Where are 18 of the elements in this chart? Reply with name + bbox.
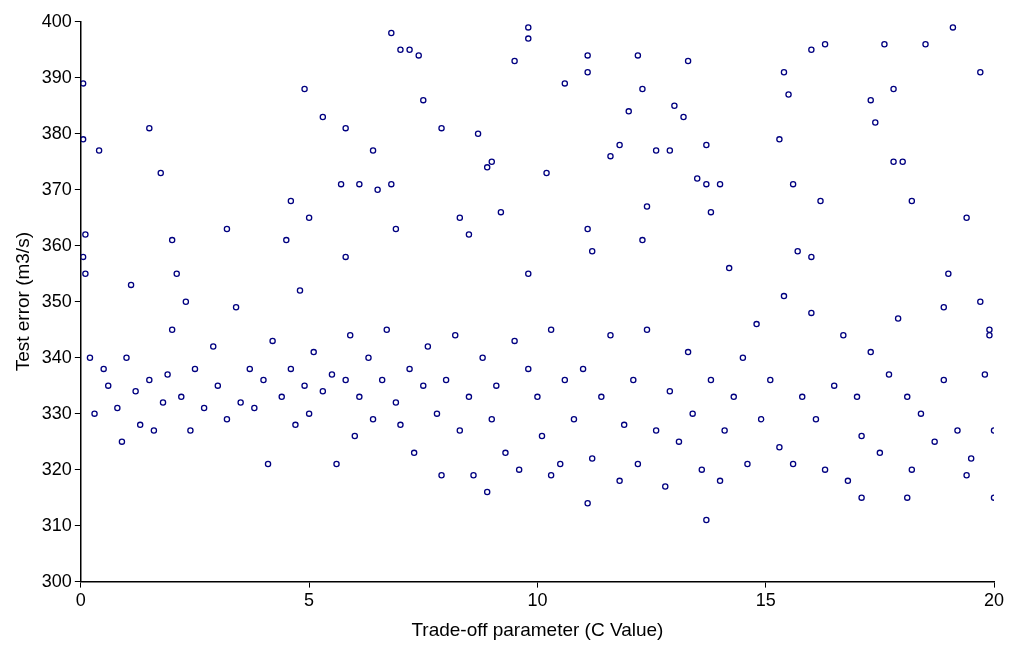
y-tick-label: 390 — [41, 66, 72, 87]
y-axis-title: Test error (m3/s) — [11, 232, 33, 372]
y-tick-label: 310 — [41, 514, 72, 535]
x-tick-label: 15 — [755, 590, 776, 611]
y-tick-label: 320 — [41, 458, 72, 479]
y-tick-label: 380 — [41, 122, 72, 143]
y-tick-label: 350 — [41, 290, 72, 311]
x-tick-label: 0 — [75, 590, 86, 611]
y-tick-label: 300 — [41, 570, 72, 591]
y-tick-label: 340 — [41, 346, 72, 367]
y-tick-label: 400 — [41, 10, 72, 31]
y-tick-label: 330 — [41, 402, 72, 423]
x-tick-label: 20 — [983, 590, 1005, 611]
y-tick-label: 360 — [41, 234, 72, 255]
x-axis-title: Trade-off parameter (C Value) — [411, 618, 664, 640]
y-tick-label: 370 — [41, 178, 72, 199]
x-tick-label: 10 — [527, 590, 548, 611]
x-tick-label: 5 — [304, 590, 315, 611]
